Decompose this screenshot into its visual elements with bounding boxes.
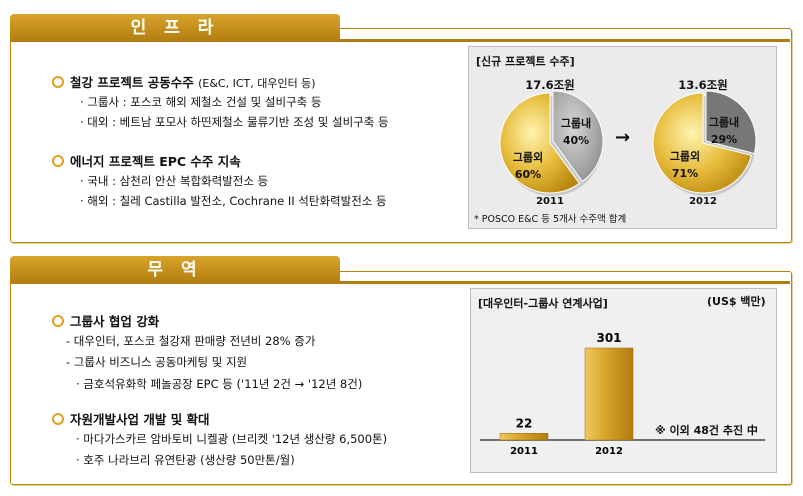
bullet-title: 에너지 프로젝트 EPC 수주 지속 — [70, 154, 241, 169]
infra-line: · 대외 : 베트남 포모사 하띤제철소 물류기반 조성 및 설비구축 등 — [80, 115, 389, 129]
infra-line: · 국내 : 삼천리 안산 복합화력발전소 등 — [80, 174, 269, 188]
arrow-right-icon: → — [615, 127, 631, 148]
bar-category-label: 2011 — [510, 446, 538, 457]
infra-bullet-energy: 에너지 프로젝트 EPC 수주 지속 — [52, 151, 241, 170]
pie-2012-outer-label: 그룹외 71% — [669, 150, 701, 180]
bullet-title: 자원개발사업 개발 및 확대 — [70, 412, 210, 427]
bullet-subtitle: (E&C, ICT, 대우인터 등) — [198, 77, 316, 90]
infra-header-bar — [10, 14, 340, 42]
pie-slice-outer — [499, 92, 581, 194]
pie-total-2012: 13.6조원 — [678, 78, 728, 92]
bullet-ring-icon — [52, 315, 64, 327]
infra-header-line — [10, 39, 790, 42]
infra-section-title: 인 프 라 — [130, 18, 220, 38]
trade-bullet-resource: 자원개발사업 개발 및 확대 — [52, 409, 210, 428]
bullet-ring-icon — [52, 155, 64, 167]
pie-2012 — [652, 90, 757, 196]
bar-category-label: 2012 — [595, 446, 623, 457]
bar-2011 — [499, 433, 549, 441]
infra-line: · 해외 : 칠레 Castilla 발전소, Cochrane II 석탄화력… — [80, 194, 387, 208]
linked-business-chart-title: [대우인터-그룹사 연계사업] — [478, 297, 608, 310]
bullet-title: 그룹사 협업 강화 — [70, 314, 160, 329]
bar-2012 — [584, 347, 634, 441]
pie-slice-outer — [652, 92, 753, 194]
pie-2011-inner-label: 그룹내 40% — [560, 117, 592, 147]
linked-business-chart-unit: (US$ 백만) — [707, 295, 766, 308]
pie-slice-inner — [552, 90, 604, 183]
bar-value-label: 301 — [596, 331, 621, 345]
trade-line: - 그룹사 비즈니스 공동마케팅 및 지원 — [66, 355, 248, 369]
project-orders-chart-title: [신규 프로젝트 수주] — [476, 55, 575, 68]
pie-total-2011: 17.6조원 — [525, 78, 575, 92]
bullet-title: 철강 프로젝트 공동수주 — [70, 75, 194, 90]
pie-2011 — [499, 90, 604, 196]
bar-value-label: 22 — [516, 416, 533, 430]
bullet-ring-icon — [52, 413, 64, 425]
bar-series: 22 2011 301 2012 — [480, 331, 765, 457]
trade-line: · 금호석유화학 페놀공장 EPC 등 ('11년 2건 → '12년 8건) — [76, 377, 363, 391]
pie-2011-outer-label: 그룹외 60% — [512, 151, 544, 181]
trade-header-line — [10, 281, 790, 284]
trade-line: · 마다가스카르 암바토비 니켈광 (브리켓 '12년 생산량 6,500톤) — [76, 432, 388, 446]
pie-slice-inner — [705, 90, 757, 155]
trade-header-bar — [10, 256, 340, 284]
chart-footnote: * POSCO E&C 등 5개사 수주액 합계 — [474, 214, 627, 225]
infra-line: · 그룹사 : 포스코 해외 제철소 건설 및 설비구축 등 — [80, 95, 322, 109]
trade-section-title: 무 역 — [147, 260, 203, 280]
pie-year-2011: 2011 — [536, 196, 564, 207]
trade-bullet-collab: 그룹사 협업 강화 — [52, 311, 159, 330]
bullet-ring-icon — [52, 76, 64, 88]
pie-year-2012: 2012 — [689, 196, 717, 207]
bar-chart-annotation: ※ 이외 48건 추진 中 — [655, 424, 758, 437]
trade-line: - 대우인터, 포스코 철강재 판매량 전년비 28% 증가 — [66, 334, 316, 348]
trade-line: · 호주 나라브리 유연탄광 (생산량 50만톤/월) — [76, 453, 295, 467]
pie-2012-inner-label: 그룹내 29% — [708, 116, 740, 146]
infra-bullet-steel: 철강 프로젝트 공동수주 (E&C, ICT, 대우인터 등) — [52, 72, 316, 91]
